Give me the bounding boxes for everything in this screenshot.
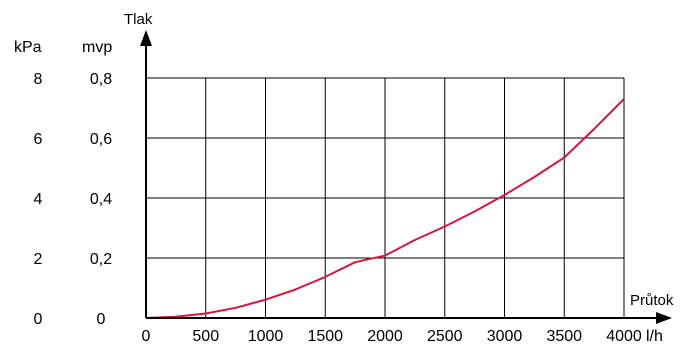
y-tick-label-kpa: 6 — [34, 131, 43, 148]
y-unit-kpa: kPa — [14, 39, 42, 56]
x-tick-label: 1000 — [248, 328, 284, 345]
y-tick-labels-mvp: 0 0,2 0,4 0,6 0,8 — [90, 71, 112, 328]
x-tick-label: 2000 — [367, 328, 403, 345]
axes — [140, 30, 672, 324]
x-tick-label: 4000 — [606, 328, 642, 345]
series-line — [145, 98, 625, 319]
series-curves — [145, 98, 625, 319]
y-tick-labels-kpa: 0 2 4 6 8 — [34, 71, 43, 328]
x-axis-arrow — [656, 312, 672, 324]
y-tick-label-kpa: 0 — [34, 311, 43, 328]
y-tick-label-kpa: 2 — [34, 251, 43, 268]
x-unit: l/h — [646, 328, 663, 345]
grid — [146, 77, 625, 318]
x-tick-label: 2500 — [427, 328, 463, 345]
x-tick-label: 500 — [192, 328, 219, 345]
y-tick-label-mvp: 0,6 — [90, 131, 112, 148]
x-axis-title: Průtok — [630, 292, 674, 309]
x-tick-label: 3000 — [487, 328, 523, 345]
y-tick-label-kpa: 8 — [34, 71, 43, 88]
y-tick-label-mvp: 0,4 — [90, 191, 112, 208]
y-axis-arrow — [140, 30, 152, 46]
y-tick-label-mvp: 0,8 — [90, 71, 112, 88]
y-tick-label-mvp: 0,2 — [90, 251, 112, 268]
x-tick-label: 3500 — [546, 328, 582, 345]
y-axis-title: Tlak — [124, 11, 153, 28]
x-tick-label: 0 — [142, 328, 151, 345]
x-tick-labels: 0 500 1000 1500 2000 2500 3000 3500 4000 — [142, 328, 642, 345]
y-tick-label-kpa: 4 — [34, 191, 43, 208]
y-tick-label-mvp: 0 — [97, 311, 106, 328]
x-tick-label: 1500 — [307, 328, 343, 345]
y-unit-mvp: mvp — [82, 39, 112, 56]
